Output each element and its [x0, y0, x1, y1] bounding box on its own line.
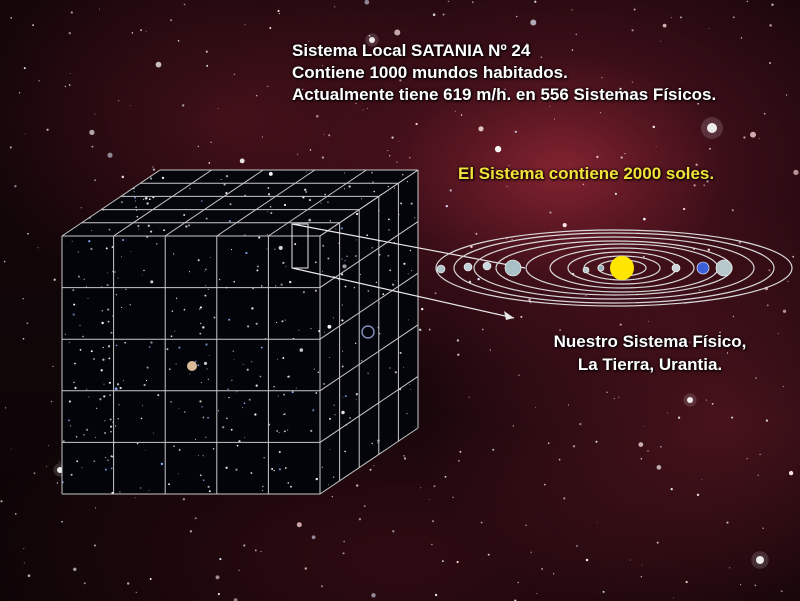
suns-caption: El Sistema contiene 2000 soles. — [458, 164, 715, 183]
title-line-worlds: Contiene 1000 mundos habitados. — [292, 63, 568, 82]
planet-icon — [436, 264, 446, 274]
planet-icon — [715, 259, 733, 277]
our-system-line-2: La Tierra, Urantia. — [577, 355, 723, 374]
our-system-caption: Nuestro Sistema Físico, La Tierra, Urant… — [520, 330, 780, 376]
pointer-line-upper — [291, 223, 526, 269]
pointer-line-lower — [291, 267, 515, 319]
planet-icon — [504, 259, 522, 277]
sun-icon — [610, 256, 634, 280]
our-system-line-1: Nuestro Sistema Físico, — [553, 332, 747, 351]
highlighted-cell — [291, 223, 309, 269]
cube-top-face — [62, 170, 418, 236]
title-line-system: Sistema Local SATANIA Nº 24 — [292, 41, 531, 60]
planet-icon — [671, 263, 681, 273]
planet-icon — [696, 261, 710, 275]
planet-icon — [582, 266, 590, 274]
title-line-current: Actualmente tiene 619 m/h. en 556 Sistem… — [292, 85, 717, 104]
title-block: Sistema Local SATANIA Nº 24 Contiene 100… — [292, 40, 716, 106]
planet-icon — [463, 262, 473, 272]
planet-icon — [597, 264, 605, 272]
planet-icon — [482, 261, 492, 271]
